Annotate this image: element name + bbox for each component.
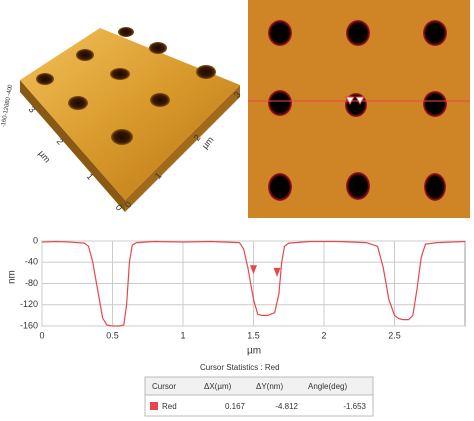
top-face [20,28,240,200]
legend-swatch [150,402,158,410]
y-tick-label: -40 [25,257,38,267]
z-label: 0 [8,84,15,89]
side-face [20,80,125,212]
cursor-marker [273,267,281,277]
cursor-marker [250,265,257,275]
axis-label: µm [37,148,53,164]
y-axis-label: nm [7,270,18,284]
axis-label: µm [200,135,216,151]
y-tick-label: -80 [25,278,38,288]
table-title: Cursor Statistics : Red [200,363,280,372]
table-header [144,376,374,396]
y-tick-label: -120 [20,299,38,309]
z-label: -80 [4,96,12,106]
image-pits [268,20,447,201]
header-cell: Angle(deg) [308,382,347,391]
x-tick-label: 1 [180,330,185,340]
x-tick-label: 0 [39,330,44,340]
statistics-table: Cursor ΔX(µm) ΔY(nm) Angle(deg) Red 0.16… [144,376,374,417]
axis-label: 3 [27,104,38,114]
z-axis: 0 -40 -80 -120 -160 [1,84,15,128]
row-cell: -1.653 [343,402,366,411]
z-label: -120 [3,103,11,117]
axis-label: 1 [153,171,164,181]
header-cell: Cursor [152,382,176,391]
afm-image [248,0,470,218]
row-cell: 0.167 [225,402,246,411]
y-tick-label: 0 [33,235,38,245]
y-tick-label: -160 [20,320,38,330]
axis-label: 2 [192,133,203,143]
side-face [125,85,240,212]
axis-label: 2 [55,136,66,146]
cursor-marker [345,96,355,106]
row-cell: -4.812 [275,402,298,411]
x-axis-label: µm [247,346,261,357]
z-label: -160 [1,114,9,128]
header-cell: ΔX(µm) [204,382,232,391]
header-cell: ΔY(nm) [256,382,283,391]
z-label: -40 [6,86,14,96]
profile-curve [41,240,466,327]
x-tick-label: 1.5 [247,330,260,340]
x-tick-label: 2.5 [388,330,401,340]
pits [36,27,216,145]
row-cell: Red [162,402,177,411]
surface-3d: 0 -40 -80 -120 -160 0 1 2 3 µm 0 1 2 3 µ… [1,27,243,213]
x-tick-label: 2 [321,330,326,340]
axis-label: 1 [85,171,96,181]
x-tick-label: 0.5 [106,330,119,340]
axis-label: 0 [123,200,134,210]
axis-label: 3 [232,90,243,100]
cursor-marker [355,96,365,106]
axis-label: 0 [114,202,125,212]
